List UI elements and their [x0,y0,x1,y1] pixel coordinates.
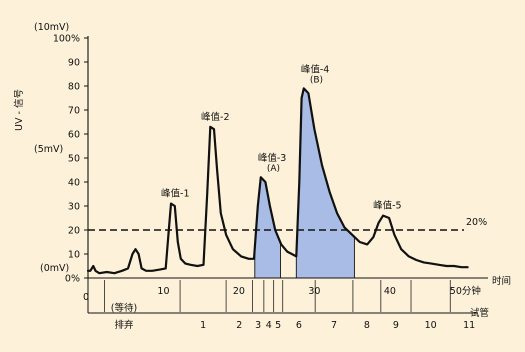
fraction-label: 1 [200,320,206,331]
peak-label-3: 峰值-3 [258,152,286,164]
trace-layer [86,87,469,275]
x-tick-label: 10 [157,286,169,297]
fraction-label: 10 [425,320,437,331]
peak-label-4: 峰值-4 [301,63,329,75]
peak-label-2: 峰值-2 [201,111,229,123]
fraction-label: 2 [236,320,242,331]
peak-label-3-sub: (A) [267,164,280,174]
fraction-label: 3 [255,320,261,331]
labels: 20%0%102030405060708090100%(10mV)(5mV)(0… [13,22,511,331]
x-tick-label: 30 [308,286,320,297]
y-tick-label: 30 [68,202,80,213]
y-tick-label: 70 [68,106,80,117]
y-tick-label: 20 [68,226,80,237]
fraction-waiting-label: (等待) [111,302,137,314]
fraction-discard-label: 排弃 [114,319,134,331]
y-tick-label: 60 [68,130,80,141]
chromatogram-trace [86,87,469,275]
fraction-axis-title: 试管 [470,307,489,319]
y-units-label: (10mV) [34,22,69,33]
x-tick-label: 20 [233,286,245,297]
y-tick-label: 40 [68,178,80,189]
shaded-region-b [296,88,355,279]
x-tick-label: 40 [384,286,396,297]
y-tick-label: 90 [68,58,80,69]
shaded-region-a [254,177,281,278]
y-tick-label: 50 [68,154,80,165]
y-tick-label: 10 [68,250,80,261]
peak-label-1: 峰值-1 [161,188,189,200]
axes [84,36,488,314]
fraction-label: 11 [463,320,475,331]
fraction-label: 7 [331,320,337,331]
threshold-label: 20% [466,217,487,228]
y-zero-label: (0mV) [40,263,69,274]
x-tick-label: 50分钟 [450,285,481,297]
shaded-areas [254,88,355,279]
y-tick-label: 0% [65,274,80,285]
x-axis-title: 时间 [492,275,511,287]
y-tick-label: 80 [68,82,80,93]
y-tick-label: 100% [53,34,80,45]
fraction-label: 6 [296,320,302,331]
x-tick-label: 0 [83,292,89,303]
fraction-label: 8 [364,320,370,331]
y-mid-label: (5mV) [34,144,63,155]
fraction-label: 9 [393,320,399,331]
fraction-label: 5 [275,320,281,331]
peak-label-4-sub: (B) [310,75,323,85]
peak-label-5: 峰值-5 [373,200,401,212]
y-axis-title: UV - 信号 [13,89,25,131]
fraction-label: 4 [266,320,272,331]
